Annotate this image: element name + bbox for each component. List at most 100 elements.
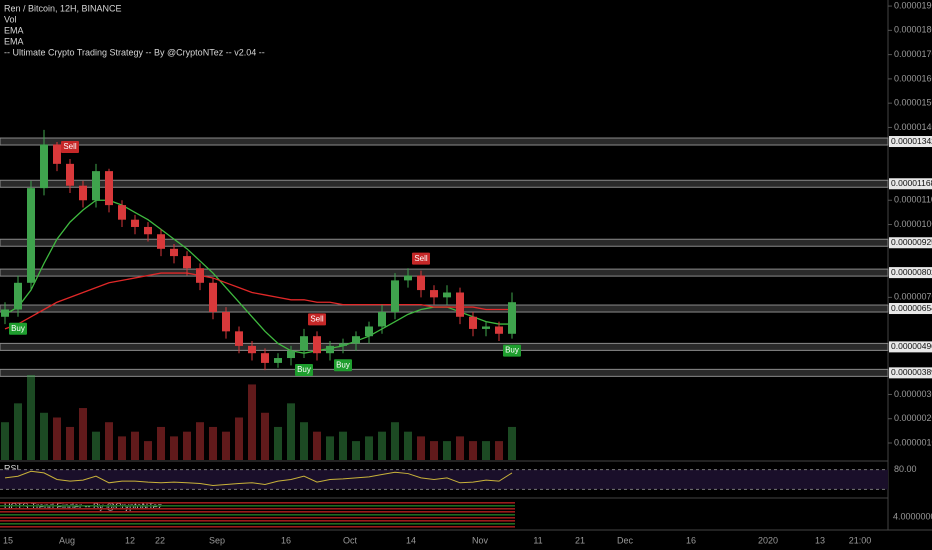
volume-bar — [313, 431, 321, 460]
candle-body — [404, 275, 412, 281]
indicator-label: EMA — [4, 25, 24, 35]
volume-bar — [196, 422, 204, 460]
signal-label: Buy — [336, 360, 350, 369]
candle-body — [235, 331, 243, 346]
level-label: 0.00001168 — [891, 178, 932, 188]
candle-body — [495, 326, 503, 334]
candle-body — [170, 248, 178, 257]
trend-stripe — [0, 511, 515, 513]
y-tick-label: 0.00001900 — [894, 0, 932, 10]
candle-body — [105, 171, 113, 206]
volume-bar — [287, 403, 295, 460]
volume-bar — [300, 422, 308, 460]
rsi-band-fill — [0, 469, 888, 490]
signal-label: Buy — [297, 365, 311, 374]
signal-label: Buy — [11, 324, 25, 333]
level-band — [0, 238, 889, 247]
signal-box — [503, 344, 521, 357]
volume-bar — [209, 426, 217, 460]
indicator-label: EMA — [4, 36, 24, 46]
y-tick-label: 0.00001100 — [894, 195, 932, 205]
indicator-label: -- Ultimate Crypto Trading Strategy -- B… — [4, 47, 265, 57]
x-tick-label: 16 — [281, 535, 291, 545]
volume-bar — [391, 422, 399, 460]
volume-bar — [222, 431, 230, 460]
x-tick-label: 16 — [686, 535, 696, 545]
candle-body — [274, 358, 282, 363]
signal-label: Sell — [310, 314, 324, 323]
level-label-box — [889, 367, 932, 379]
candle-body — [183, 256, 191, 269]
volume-bar — [66, 426, 74, 460]
level-label-box — [889, 303, 932, 315]
volume-bar — [469, 441, 477, 460]
x-tick-label: Nov — [472, 535, 489, 545]
rsi-tick-label: 80.00 — [894, 464, 917, 474]
volume-bar — [456, 436, 464, 460]
volume-bar — [274, 426, 282, 460]
x-tick-label: 12 — [125, 535, 135, 545]
trend-stripe — [0, 502, 515, 504]
level-label: 0.00001342 — [891, 136, 932, 146]
volume-bar — [339, 431, 347, 460]
volume-bar — [144, 441, 152, 460]
level-label-box — [889, 341, 932, 353]
candle-body — [27, 188, 35, 283]
level-band — [0, 304, 889, 313]
candle-body — [131, 219, 139, 227]
level-band — [0, 137, 889, 146]
ema-line — [4, 199, 512, 354]
volume-bar — [430, 441, 438, 460]
level-label-box — [889, 136, 932, 148]
signal-box — [334, 359, 352, 372]
trend-stripe — [0, 517, 515, 519]
trend-stripe — [0, 508, 515, 510]
candle-body — [430, 290, 438, 298]
candle-body — [14, 282, 22, 310]
indicator-label: Vol — [4, 14, 17, 24]
trend-stripe — [0, 523, 515, 525]
signal-box — [295, 364, 313, 377]
signal-label: Sell — [414, 254, 428, 263]
level-label: 0.00000654 — [891, 303, 932, 313]
x-tick-label: Dec — [617, 535, 634, 545]
x-tick-label: 21:00 — [849, 535, 872, 545]
volume-bar — [495, 441, 503, 460]
volume-bar — [248, 384, 256, 460]
pane-scale-label: 4.00000000 — [893, 511, 932, 521]
x-tick-label: 21 — [575, 535, 585, 545]
level-label: 0.00000389 — [891, 367, 932, 377]
volume-bar — [443, 441, 451, 460]
volume-bar — [352, 441, 360, 460]
x-tick-label: 14 — [406, 535, 416, 545]
volume-bar — [235, 417, 243, 460]
candle-body — [261, 353, 269, 363]
level-label-box — [889, 178, 932, 190]
trend-stripe — [0, 520, 515, 522]
volume-bar — [261, 412, 269, 460]
candle-body — [144, 226, 152, 235]
signal-box — [61, 140, 79, 153]
candle-body — [378, 311, 386, 327]
pane-label: RSI — [4, 463, 19, 473]
candle-body — [313, 336, 321, 354]
volume-bar — [326, 436, 334, 460]
y-tick-label: 0.00001500 — [894, 98, 932, 108]
candle-body — [1, 309, 9, 317]
chart-title: Ren / Bitcoin, 12H, BINANCE — [4, 3, 122, 13]
candle-body — [443, 292, 451, 298]
y-tick-label: 0.00001700 — [894, 49, 932, 59]
x-tick-label: 22 — [155, 535, 165, 545]
candle-body — [326, 345, 334, 354]
volume-bar — [53, 417, 61, 460]
level-label: 0.00000802 — [891, 267, 932, 277]
volume-bar — [404, 431, 412, 460]
volume-bar — [79, 408, 87, 460]
volume-bar — [508, 426, 516, 460]
level-label-box — [889, 237, 932, 249]
volume-bar — [157, 426, 165, 460]
y-tick-label: 0.00000200 — [894, 413, 932, 423]
level-band — [0, 342, 889, 351]
x-tick-label: 2020 — [758, 535, 778, 545]
